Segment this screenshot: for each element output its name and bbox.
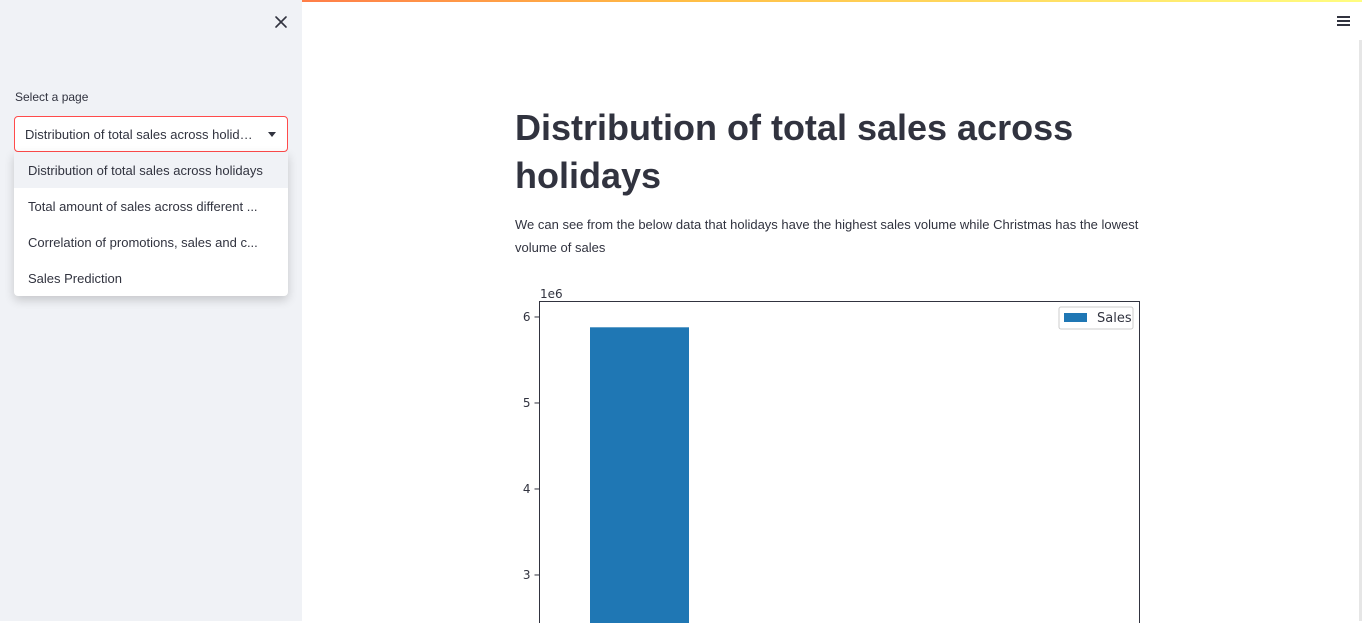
page-dropdown-menu: Distribution of total sales across holid…	[14, 152, 288, 296]
dropdown-item-label: Correlation of promotions, sales and c..…	[28, 235, 272, 250]
y-axis-ticks: 3 4 5 6	[523, 310, 540, 582]
axis-scale-label: 1e6	[540, 287, 563, 301]
page-title: Distribution of total sales across holid…	[515, 104, 1135, 200]
page-description: We can see from the below data that holi…	[515, 213, 1155, 259]
y-tick-label: 3	[523, 568, 531, 582]
chevron-down-icon[interactable]	[268, 132, 276, 137]
legend-label: Sales	[1097, 311, 1132, 326]
y-tick-label: 4	[523, 482, 531, 496]
chart-legend: Sales	[1059, 307, 1133, 329]
sidebar: Select a page Distribution of total sale…	[0, 0, 302, 621]
dropdown-item-distribution[interactable]: Distribution of total sales across holid…	[14, 152, 288, 188]
page-select-value: Distribution of total sales across holid…	[25, 127, 259, 142]
y-tick-label: 6	[523, 310, 531, 324]
legend-swatch	[1064, 313, 1087, 322]
close-sidebar-button[interactable]	[270, 11, 292, 33]
bars	[590, 327, 689, 623]
sales-bar-chart: 1e6 3 4 5 6 Sales	[505, 283, 1145, 623]
close-icon	[274, 15, 288, 29]
dropdown-item-correlation[interactable]: Correlation of promotions, sales and c..…	[14, 224, 288, 260]
page-select[interactable]: Distribution of total sales across holid…	[14, 116, 288, 152]
dropdown-item-label: Sales Prediction	[28, 271, 272, 286]
select-page-label: Select a page	[15, 90, 88, 104]
dropdown-item-label: Total amount of sales across different .…	[28, 199, 272, 214]
dropdown-item-total-sales[interactable]: Total amount of sales across different .…	[14, 188, 288, 224]
dropdown-item-sales-prediction[interactable]: Sales Prediction	[14, 260, 288, 296]
bar-sales-0	[590, 327, 689, 623]
y-tick-label: 5	[523, 396, 531, 410]
main-menu-button[interactable]	[1334, 12, 1354, 30]
dropdown-item-label: Distribution of total sales across holid…	[28, 163, 272, 178]
